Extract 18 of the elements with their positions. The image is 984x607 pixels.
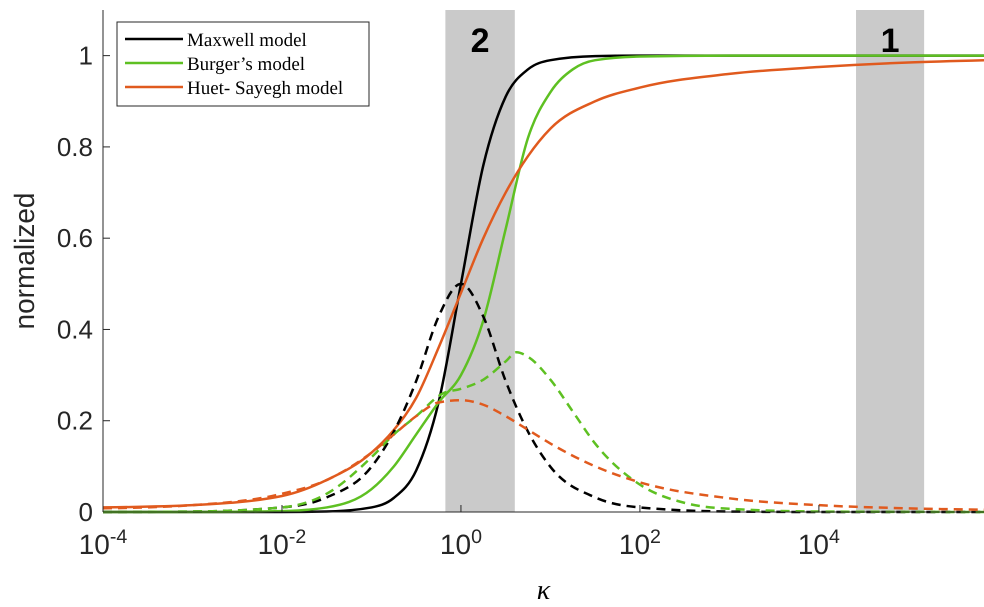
y-tick-label: 0.6 [56, 223, 93, 254]
band-label: 2 [470, 22, 490, 60]
y-tick-label: 0 [78, 497, 93, 527]
y-tick-label: 1 [78, 40, 93, 71]
legend-label: Huet- Sayegh model [187, 78, 344, 99]
x-tick-label: 10$^{-2}$ [258, 526, 306, 560]
y-tick-label: 0.8 [56, 132, 93, 162]
band-label: 1 [880, 22, 900, 60]
y-tick-label: 0.4 [56, 314, 93, 344]
x-axis-title: κ [536, 575, 551, 606]
x-tick-label: 10$^{-4}$ [78, 526, 128, 560]
y-tick-label: 0.2 [56, 406, 93, 436]
x-tick-label: 10$^{4}$ [798, 526, 840, 560]
legend-label: Maxwell model [187, 30, 307, 51]
y-axis-title: normalized [9, 192, 40, 330]
legend-label: Burger’s model [187, 54, 306, 75]
x-tick-label: 10$^{2}$ [618, 526, 661, 560]
x-tick-label: 10$^{0}$ [440, 526, 482, 560]
